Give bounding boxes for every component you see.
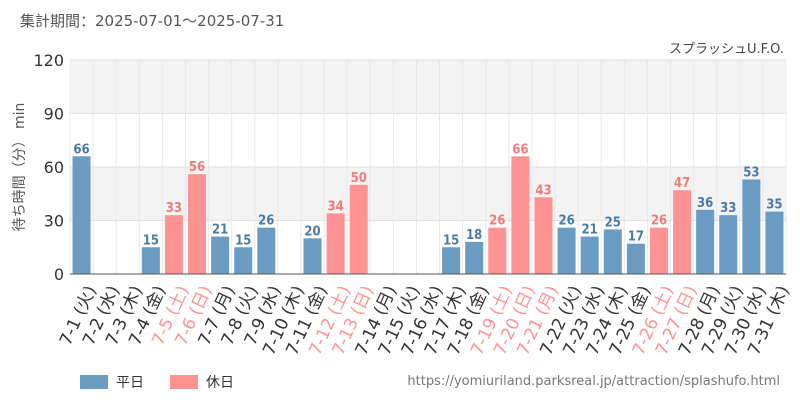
bar-value-label: 50 xyxy=(351,171,367,186)
grid-band xyxy=(70,113,786,167)
bar-value-label: 25 xyxy=(605,215,621,230)
bar-value-label: 66 xyxy=(512,142,528,157)
x-tick-labels: 7-1 (火)7-2 (水)7-3 (木)7-4 (金)7-5 (土)7-6 (… xyxy=(56,283,794,359)
bar-value-label: 53 xyxy=(743,165,759,180)
bar xyxy=(696,209,715,274)
bar xyxy=(673,190,692,274)
bar xyxy=(349,184,368,274)
bar-value-label: 33 xyxy=(720,201,736,216)
vertical-grid xyxy=(69,60,787,274)
y-axis-label: 待ち時間（分） min xyxy=(12,103,28,232)
bar xyxy=(465,241,484,274)
legend-label-holiday: 休日 xyxy=(206,375,234,391)
bar xyxy=(742,179,761,274)
y-tick-label: 120 xyxy=(33,51,64,70)
bar-value-label: 66 xyxy=(73,142,89,157)
period-label: 集計期間：2025-07-01～2025-07-31 xyxy=(20,12,285,30)
bar xyxy=(257,227,276,274)
legend: 平日 休日 xyxy=(80,372,260,392)
bar xyxy=(719,215,738,274)
legend-swatch-weekday xyxy=(80,375,108,389)
bar-value-label: 34 xyxy=(327,199,343,214)
bar xyxy=(164,215,183,274)
y-tick-label: 30 xyxy=(44,212,64,231)
legend-item-holiday: 休日 xyxy=(170,372,234,392)
legend-label-weekday: 平日 xyxy=(116,375,144,391)
bar xyxy=(557,227,576,274)
bar xyxy=(303,238,322,274)
bar xyxy=(488,227,507,274)
bar xyxy=(442,247,461,274)
bar xyxy=(141,247,160,274)
bar xyxy=(234,247,253,274)
bar-value-label: 43 xyxy=(535,183,551,198)
bar-value-label: 26 xyxy=(558,214,574,229)
bar-value-label: 26 xyxy=(258,214,274,229)
bar xyxy=(649,227,668,274)
grid-band xyxy=(70,60,786,114)
bar-value-label: 17 xyxy=(628,230,644,245)
bar-value-label: 20 xyxy=(304,224,320,239)
y-tick-labels: 0 30 60 90 120 xyxy=(33,51,64,284)
bar xyxy=(580,236,599,274)
bar-value-label: 15 xyxy=(443,233,459,248)
bar xyxy=(72,156,91,274)
value-labels: 66 15 33 56 21 15 26 20 34 50 15 18 26 66 43 26 21 25 17 26… xyxy=(73,142,782,248)
bar-value-label: 26 xyxy=(489,214,505,229)
bar xyxy=(211,236,230,274)
legend-item-weekday: 平日 xyxy=(80,372,144,392)
bar-value-label: 35 xyxy=(766,198,782,213)
bar-value-label: 18 xyxy=(466,228,482,243)
legend-swatch-holiday xyxy=(170,375,198,389)
bar xyxy=(534,197,553,274)
bar-value-label: 26 xyxy=(651,214,667,229)
bar-value-label: 47 xyxy=(674,176,690,191)
bar-value-label: 33 xyxy=(166,201,182,216)
bar-value-label: 15 xyxy=(235,233,251,248)
bar-value-label: 56 xyxy=(189,160,205,175)
bar xyxy=(603,229,622,274)
y-tick-label: 90 xyxy=(44,105,64,124)
bar-value-label: 36 xyxy=(697,196,713,211)
bar-value-label: 21 xyxy=(582,223,598,238)
bar-value-label: 15 xyxy=(143,233,159,248)
bar xyxy=(326,213,345,274)
y-tick-label: 0 xyxy=(54,265,64,284)
bar xyxy=(188,174,207,274)
bar xyxy=(511,156,530,274)
source-url: https://yomiuriland.parksreal.jp/attract… xyxy=(407,374,780,389)
bars xyxy=(72,156,784,274)
bar-value-label: 21 xyxy=(212,223,228,238)
bar xyxy=(765,211,784,274)
chart-title: スプラッシュU.F.O. xyxy=(669,42,784,57)
y-tick-label: 60 xyxy=(44,158,64,177)
bar xyxy=(626,243,645,274)
